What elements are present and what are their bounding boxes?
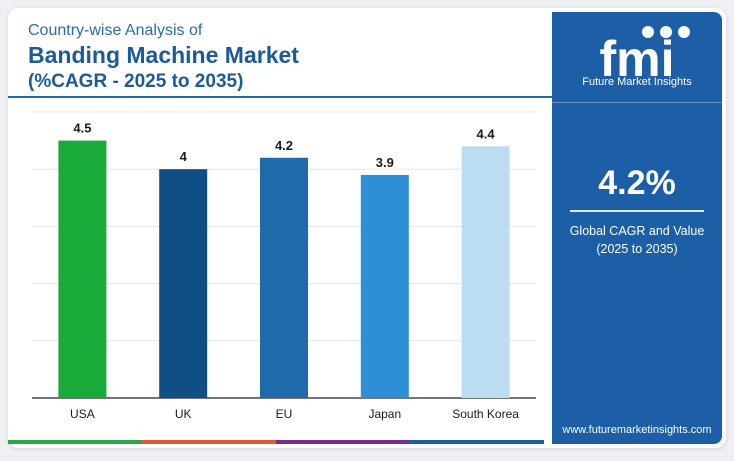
global-cagr-value: 4.2% (598, 164, 676, 202)
data-label: 4.5 (73, 121, 91, 136)
bar-south-korea (461, 146, 510, 398)
value-divider (570, 210, 704, 212)
data-label: 4 (180, 149, 188, 164)
logo-subtitle: Future Market Insights (582, 76, 692, 88)
fmi-logo: fmi (600, 26, 690, 87)
x-tick-label: UK (175, 407, 192, 421)
global-cagr-label-line1: Global CAGR and Value (569, 224, 705, 238)
data-label: 4.2 (275, 138, 293, 153)
x-tick-label: Japan (368, 407, 401, 421)
chart-period: (%CAGR - 2025 to 2035) (28, 71, 244, 92)
header: Country-wise Analysis of Banding Machine… (28, 20, 548, 94)
data-label: 4.4 (477, 126, 496, 141)
global-cagr-label-line2: (2025 to 2035) (596, 242, 678, 256)
strip-segment (142, 440, 276, 444)
bar-eu (260, 157, 308, 398)
bar-usa (58, 140, 107, 398)
header-divider (8, 96, 552, 98)
summary-panel: fmi Future Market Insights 4.2% Global C… (552, 12, 722, 444)
chart-subtitle: Country-wise Analysis of (28, 22, 203, 39)
data-label: 3.9 (376, 155, 394, 170)
bar-japan (360, 174, 409, 398)
chart-title: Banding Machine Market (28, 42, 299, 68)
logo-divider (552, 102, 722, 103)
bar-uk (159, 169, 208, 398)
global-cagr-label: Global CAGR and Value (2025 to 2035) (552, 222, 722, 258)
infographic-card: Country-wise Analysis of Banding Machine… (8, 8, 726, 448)
x-tick-label: South Korea (452, 407, 519, 421)
strip-segment (8, 440, 142, 444)
x-tick-label: USA (70, 407, 95, 421)
strip-segment (276, 440, 410, 444)
bottom-color-strip (8, 440, 544, 444)
website-url[interactable]: www.futuremarketinsights.com (562, 424, 712, 436)
strip-segment (410, 440, 544, 444)
bar-chart: 4.5 USA 4 UK 4.2 EU 3.9 Japan 4.4 South Korea (32, 111, 536, 421)
x-tick-label: EU (276, 407, 293, 421)
logo-text: fmi (600, 31, 675, 87)
